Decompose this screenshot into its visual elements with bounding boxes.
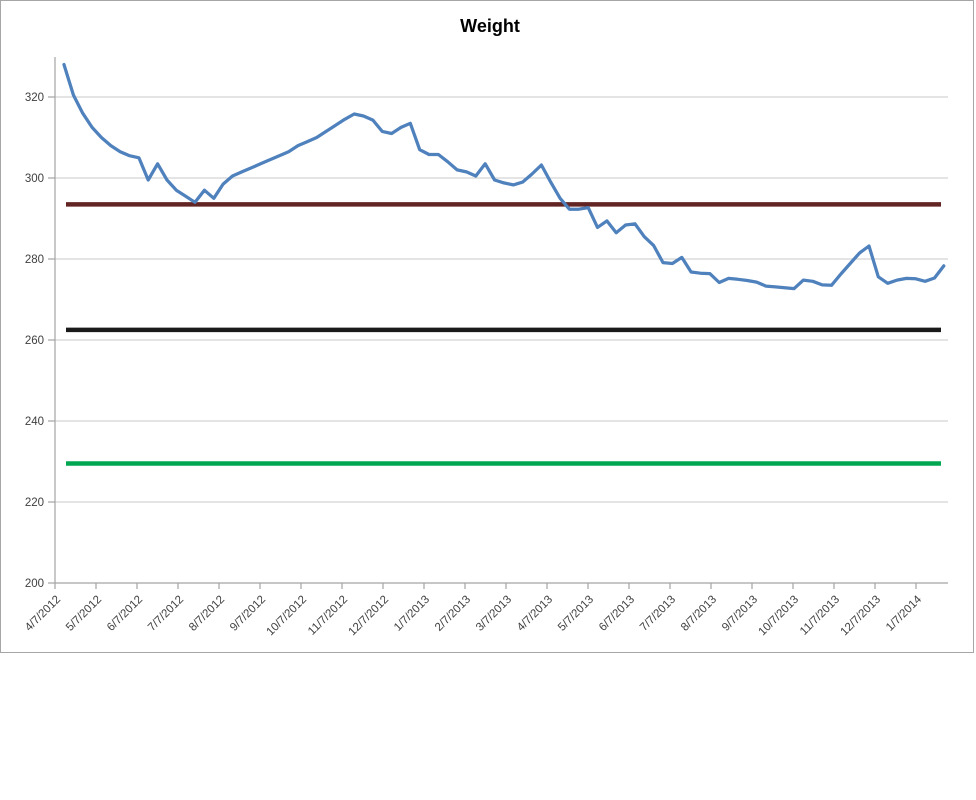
axes bbox=[54, 57, 948, 584]
y-tick-label-280: 280 bbox=[25, 254, 44, 266]
y-tick-label-320: 320 bbox=[25, 92, 44, 104]
y-axis-ticks-and-labels: 200 220 240 260 280 300 320 bbox=[25, 92, 55, 590]
weight-series-line bbox=[62, 62, 946, 291]
y-tick-label-220: 220 bbox=[25, 497, 44, 509]
y-gridlines bbox=[55, 96, 948, 584]
y-tick-label-260: 260 bbox=[25, 335, 44, 347]
chart-title: Weight bbox=[460, 16, 520, 36]
y-tick-label-240: 240 bbox=[25, 416, 44, 428]
chart-frame-border bbox=[0, 0, 974, 653]
y-tick-label-300: 300 bbox=[25, 173, 44, 185]
y-tick-label-200: 200 bbox=[25, 578, 44, 590]
